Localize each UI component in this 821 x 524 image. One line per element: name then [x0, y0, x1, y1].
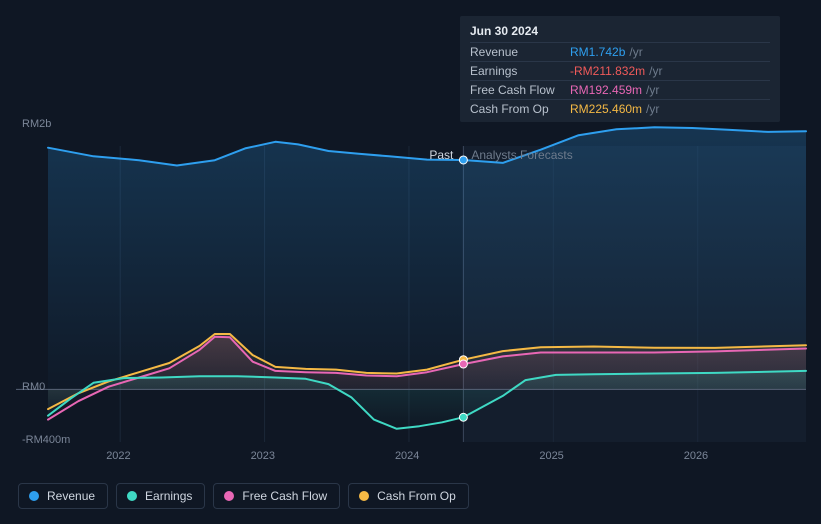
legend-item-freecashflow[interactable]: Free Cash Flow — [213, 483, 340, 509]
legend-item-revenue[interactable]: Revenue — [18, 483, 108, 509]
legend-label: Cash From Op — [377, 489, 456, 503]
legend-swatch-icon — [127, 491, 137, 501]
section-label-forecast: Analysts Forecasts — [471, 148, 572, 162]
tooltip-row: RevenueRM1.742b/yr — [470, 42, 770, 61]
tooltip-row: Earnings-RM211.832m/yr — [470, 61, 770, 80]
legend-label: Revenue — [47, 489, 95, 503]
chart-tooltip: Jun 30 2024 RevenueRM1.742b/yrEarnings-R… — [460, 16, 780, 122]
tooltip-label: Revenue — [470, 45, 570, 59]
x-axis-label: 2022 — [106, 450, 130, 462]
legend-item-earnings[interactable]: Earnings — [116, 483, 205, 509]
tooltip-row: Free Cash FlowRM192.459m/yr — [470, 80, 770, 99]
legend-label: Earnings — [145, 489, 192, 503]
x-axis-label: 2026 — [684, 450, 708, 462]
legend-swatch-icon — [359, 491, 369, 501]
y-axis-label: -RM400m — [22, 434, 70, 446]
tooltip-label: Cash From Op — [470, 102, 570, 116]
section-label-past: Past — [429, 148, 453, 162]
tooltip-value: RM225.460m — [570, 102, 642, 116]
tooltip-unit: /yr — [646, 83, 659, 97]
tooltip-value: -RM211.832m — [570, 64, 645, 78]
y-axis-label: RM2b — [22, 118, 51, 130]
tooltip-unit: /yr — [649, 64, 662, 78]
legend-item-cashfromop[interactable]: Cash From Op — [348, 483, 469, 509]
tooltip-value: RM1.742b — [570, 45, 625, 59]
tooltip-value: RM192.459m — [570, 83, 642, 97]
x-axis-label: 2025 — [539, 450, 563, 462]
legend-swatch-icon — [29, 491, 39, 501]
legend-label: Free Cash Flow — [242, 489, 327, 503]
tooltip-label: Earnings — [470, 64, 570, 78]
x-axis-label: 2024 — [395, 450, 419, 462]
x-axis-label: 2023 — [251, 450, 275, 462]
chart-legend: Revenue Earnings Free Cash Flow Cash From O… — [18, 483, 469, 509]
tooltip-label: Free Cash Flow — [470, 83, 570, 97]
tooltip-row: Cash From OpRM225.460m/yr — [470, 99, 770, 118]
tooltip-unit: /yr — [646, 102, 659, 116]
tooltip-unit: /yr — [629, 45, 642, 59]
y-axis-label: RM0 — [22, 381, 45, 393]
tooltip-date: Jun 30 2024 — [470, 22, 770, 42]
legend-swatch-icon — [224, 491, 234, 501]
